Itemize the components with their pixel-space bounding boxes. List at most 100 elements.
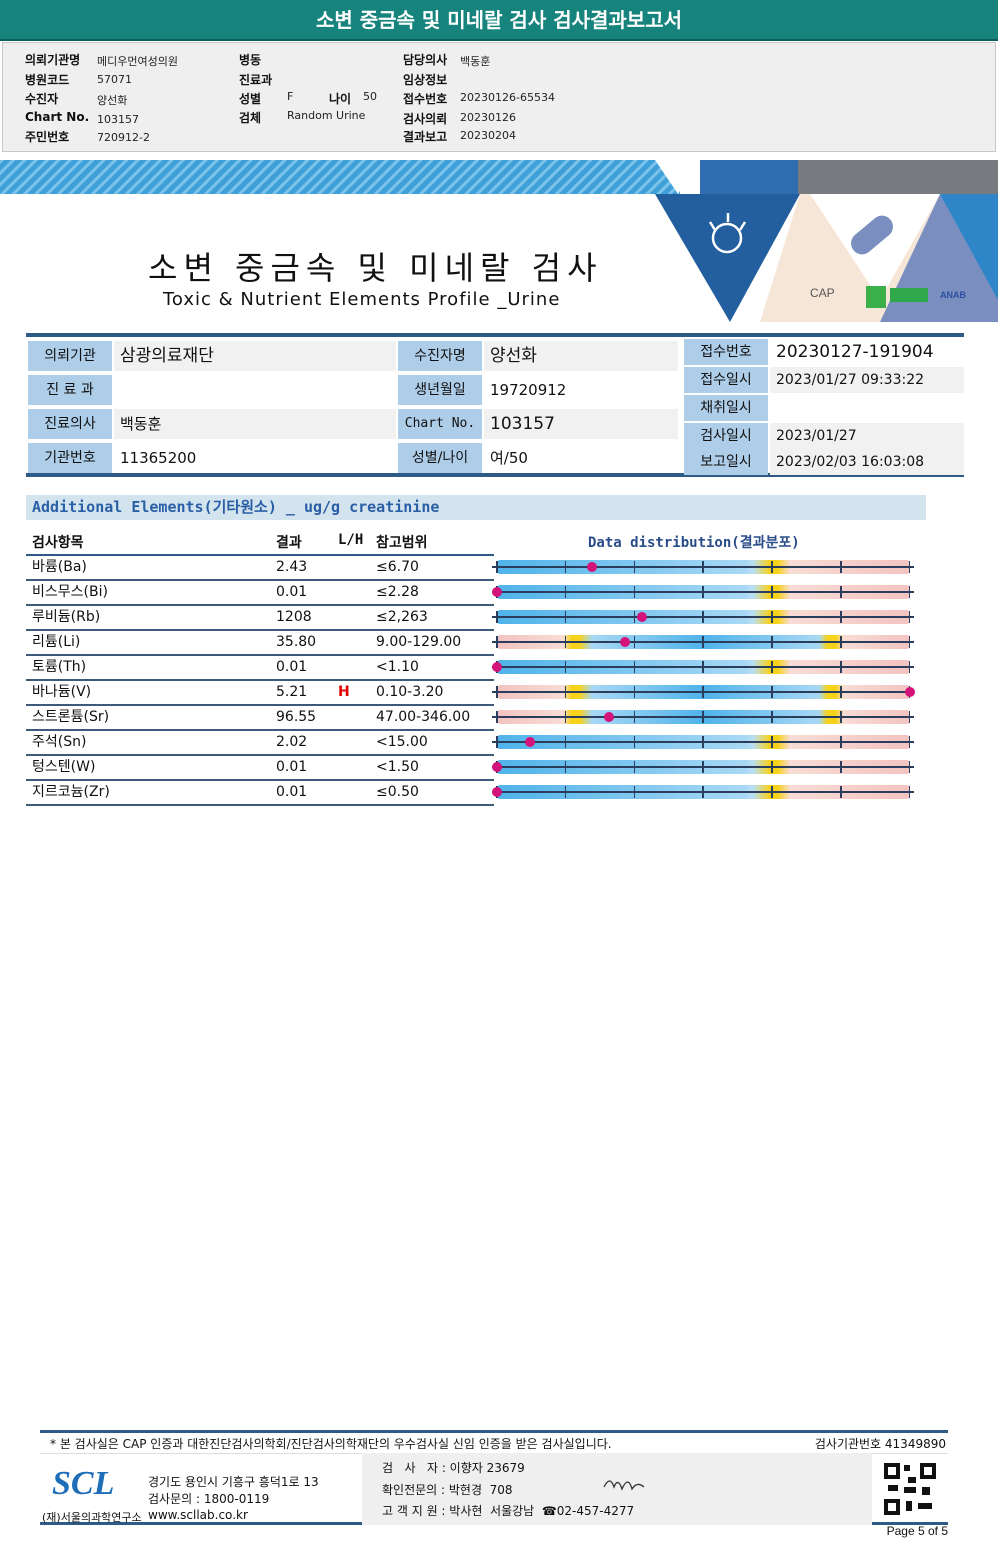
distribution-tick [840, 586, 842, 598]
distribution-tick [908, 561, 911, 573]
label: 검사의뢰 [403, 112, 448, 126]
distribution-tick [633, 561, 636, 573]
flag: H [338, 684, 350, 700]
table-row: 주석(Sn) 2.02 <15.00 [26, 731, 494, 756]
distribution-tick [908, 711, 911, 723]
age: 50 [363, 90, 377, 103]
label: 담당의사 [403, 53, 448, 67]
website[interactable]: www.scllab.co.kr [148, 1508, 248, 1522]
sex: F [287, 90, 294, 103]
distribution-tick [840, 661, 842, 673]
result-marker [492, 787, 502, 797]
result-value: 5.21 [276, 684, 308, 700]
label: 나이 [329, 92, 352, 106]
scl-logo: SCL [52, 1465, 115, 1502]
header-range: 참고범위 [376, 535, 428, 551]
reference-range: <1.10 [376, 659, 419, 675]
distribution-tick [771, 686, 773, 698]
label: 결과보고 [403, 130, 448, 144]
distribution-tick [840, 611, 842, 623]
reference-range: ≤0.50 [376, 784, 419, 800]
contact: 검사문의 : 1800-0119 [148, 1492, 270, 1506]
table-row: 토륨(Th) 0.01 <1.10 [26, 656, 494, 681]
report-title: 소변 중금속 및 미네랄 검사 검사결과보고서 [0, 0, 998, 41]
birthdate-value: 19720912 [484, 375, 678, 405]
request-date: 20230126 [460, 111, 516, 124]
header-flag: L/H [338, 532, 364, 548]
table-row: 스트론튬(Sr) 96.55 47.00-346.00 [26, 706, 494, 731]
institution-value: 삼광의료재단 [114, 341, 396, 371]
distribution-tick [702, 761, 704, 773]
distribution-tick [840, 736, 842, 748]
banner-graphic: CAP ANAB [0, 160, 998, 322]
distribution-tick [496, 736, 498, 748]
label: 진료의사 [28, 409, 112, 439]
header-item: 검사항목 [32, 535, 84, 551]
banner-title: 소변 중금속 및 미네랄 검사 [148, 249, 603, 287]
org-name: (재)서울의과학연구소 [42, 1511, 142, 1524]
signature-icon [603, 1480, 645, 1491]
label: 병원코드 [25, 73, 70, 87]
distribution-tick [908, 636, 911, 648]
page-number: Page 5 of 5 [886, 1524, 948, 1538]
result-value: 0.01 [276, 784, 308, 800]
svg-text:CAP: CAP [810, 286, 835, 300]
label: 주민번호 [25, 130, 70, 144]
result-value: 2.02 [276, 734, 308, 750]
label: 성별 [239, 92, 262, 106]
distribution-tick [496, 686, 498, 698]
distribution-tick [840, 686, 842, 698]
label: 성별/나이 [398, 443, 482, 473]
distribution-tick [908, 761, 911, 773]
distribution-tick [908, 611, 911, 623]
distribution-tick [702, 711, 704, 723]
distribution-tick [702, 786, 704, 798]
item-name: 바나듐(V) [32, 684, 92, 700]
institution-no-value: 11365200 [114, 443, 396, 473]
distribution-tick [771, 786, 773, 798]
distribution-tick [496, 611, 498, 623]
distribution-tick [702, 661, 704, 673]
specialist: 확인전문의 : 박현경 708 [382, 1483, 513, 1497]
distribution-tick [771, 561, 773, 573]
item-name: 토륨(Th) [32, 659, 87, 675]
distribution-tick [564, 561, 567, 573]
result-marker [905, 687, 915, 697]
doctor-value: 백동훈 [114, 409, 396, 439]
distribution-tick [633, 611, 636, 623]
report-date: 20230204 [460, 129, 516, 142]
label: 병동 [239, 53, 262, 67]
distribution-tick [702, 686, 704, 698]
distribution-tick [564, 736, 567, 748]
reference-range: 9.00-129.00 [376, 634, 462, 650]
distribution-tick [908, 786, 911, 798]
distribution-tick [908, 586, 911, 598]
doctor: 백동훈 [460, 55, 491, 68]
receipt-no: 20230126-65534 [460, 91, 555, 104]
result-marker [492, 762, 502, 772]
item-name: 스트론튬(Sr) [32, 709, 110, 725]
receipt-datetime-value: 2023/01/27 09:33:22 [770, 367, 964, 393]
distribution-tick [564, 611, 567, 623]
request-info-panel: 의뢰기관명 병원코드 수진자 Chart No. 주민번호 메디우먼여성의원 5… [2, 42, 996, 152]
label: 접수번호 [403, 92, 448, 106]
distribution-tick [564, 711, 567, 723]
distribution-tick [633, 661, 636, 673]
result-marker [636, 612, 647, 622]
result-value: 0.01 [276, 759, 308, 775]
chart-no-value: 103157 [484, 409, 678, 439]
distribution-tick [771, 611, 773, 623]
distribution-tick [633, 636, 636, 648]
label: Chart No. [25, 110, 90, 124]
address: 경기도 용인시 기흥구 흥덕1로 13 [148, 1475, 319, 1489]
item-name: 텅스텐(W) [32, 759, 96, 775]
institution: 메디우먼여성의원 [97, 55, 178, 68]
item-name: 루비듐(Rb) [32, 609, 101, 625]
result-marker [586, 562, 597, 572]
patient-name-value: 양선화 [484, 341, 678, 371]
footer: * 본 검사실은 CAP 인증과 대한진단검사의학회/진단검사의학재단의 우수검… [40, 1430, 948, 1525]
reference-range: 0.10-3.20 [376, 684, 444, 700]
result-marker [620, 637, 631, 647]
distribution-tick [496, 561, 498, 573]
resident-no: 720912-2 [97, 131, 150, 144]
